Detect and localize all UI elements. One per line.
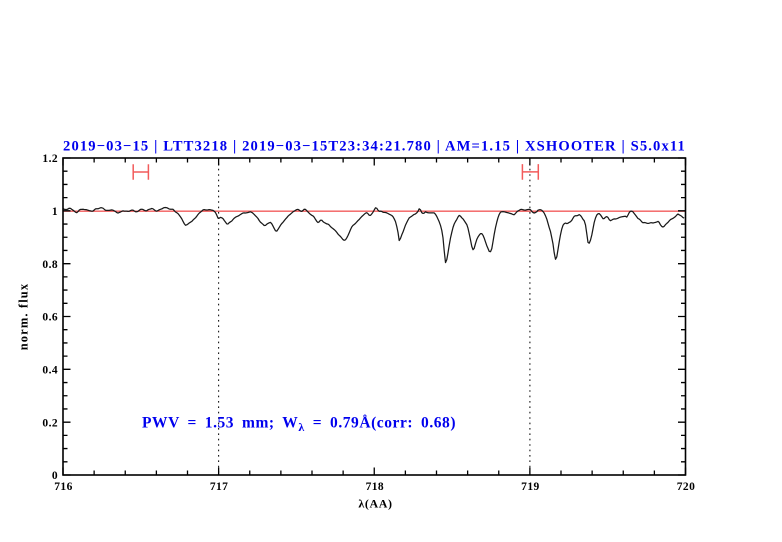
svg-text:1.2: 1.2 [42, 153, 58, 165]
svg-text:717: 717 [210, 481, 228, 493]
svg-text:PWV = 1.53 mm; Wλ = 0.79Å(corr: PWV = 1.53 mm; Wλ = 0.79Å(corr: 0.68) [142, 415, 456, 435]
svg-text:0.6: 0.6 [42, 312, 58, 324]
svg-text:2019−03−15 | LTT3218 | 2019−03: 2019−03−15 | LTT3218 | 2019−03−15T23:34:… [63, 139, 686, 155]
svg-text:720: 720 [677, 481, 695, 493]
svg-text:0.8: 0.8 [42, 259, 58, 271]
svg-text:0.2: 0.2 [42, 417, 58, 429]
svg-text:719: 719 [521, 481, 539, 493]
svg-text:1: 1 [52, 206, 58, 218]
svg-text:0: 0 [52, 470, 58, 482]
svg-text:718: 718 [366, 481, 384, 493]
svg-text:λ(AA): λ(AA) [358, 497, 392, 511]
svg-text:716: 716 [54, 481, 72, 493]
svg-text:0.4: 0.4 [42, 365, 58, 377]
svg-text:norm. flux: norm. flux [17, 283, 31, 351]
